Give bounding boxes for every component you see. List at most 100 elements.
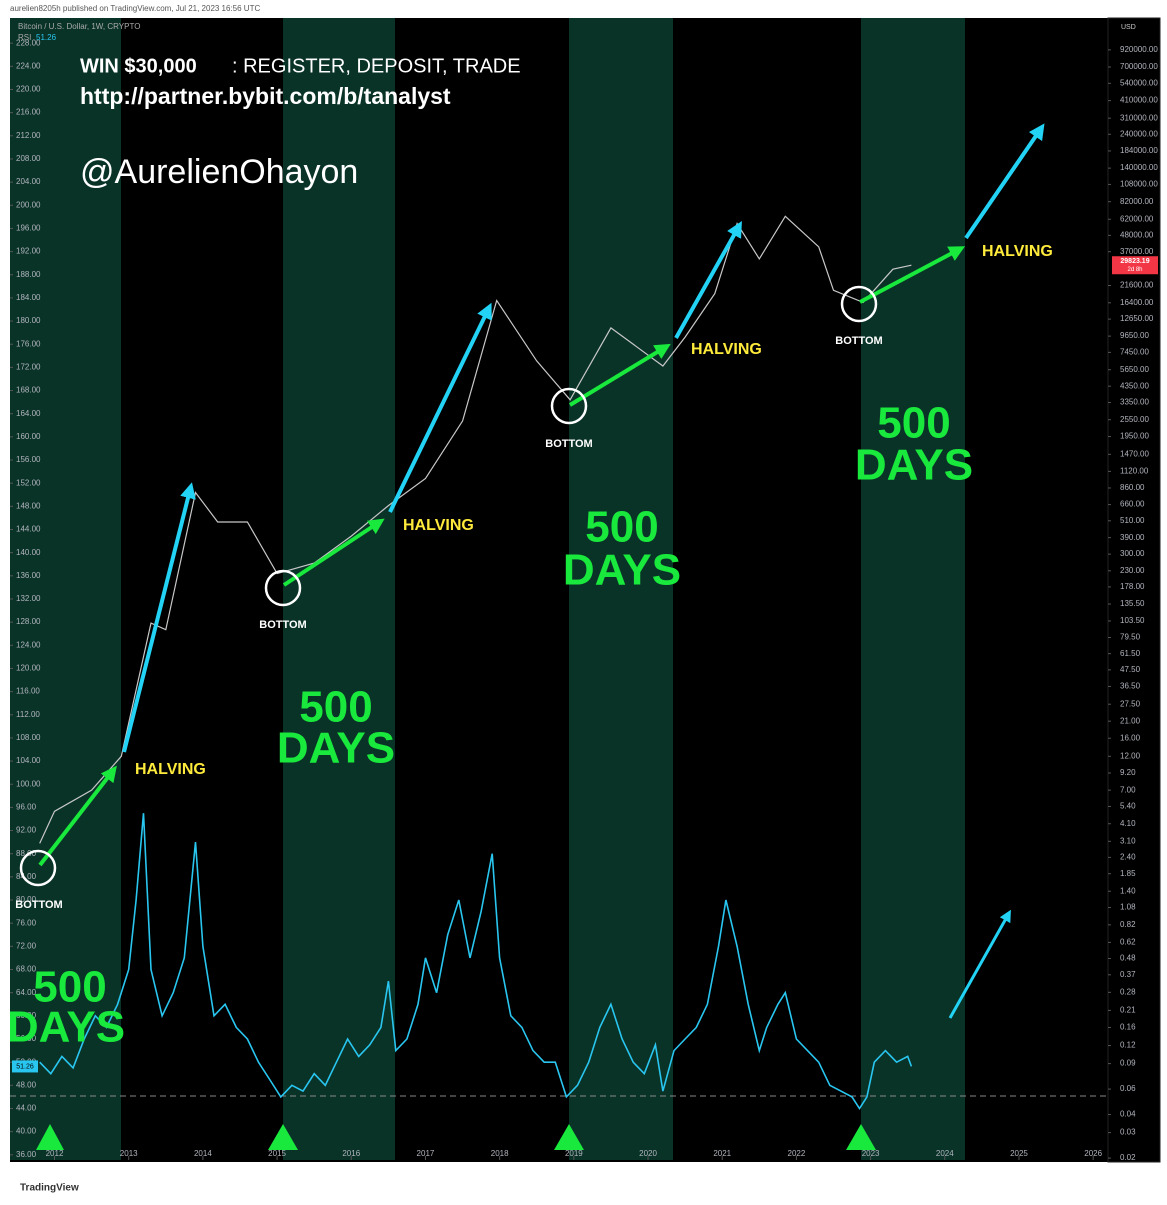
rsi-tag-label: 51.26 [16, 1063, 34, 1070]
x-tick-label: 2021 [713, 1149, 731, 1158]
band [283, 18, 395, 1160]
y2-tick-label: 0.03 [1120, 1128, 1136, 1137]
y-tick-label: 80.00 [16, 895, 37, 904]
y2-tick-label: 1.40 [1120, 886, 1136, 895]
y2-tick-label: 390.00 [1120, 533, 1145, 542]
arrow [282, 518, 385, 587]
rsi-tag [12, 1060, 38, 1073]
y-tick-label: 140.00 [16, 548, 41, 557]
y2-tick-label: 0.04 [1120, 1110, 1136, 1119]
y-tick-label: 152.00 [16, 478, 41, 487]
y2-tick-label: 2550.00 [1120, 415, 1149, 424]
y-tick-label: 188.00 [16, 270, 41, 279]
y2-tick-label: 0.28 [1120, 987, 1136, 996]
y-tick-label: 124.00 [16, 640, 41, 649]
y2-tick-label: 178.00 [1120, 582, 1145, 591]
y2-tick-label: 230.00 [1120, 566, 1145, 575]
y-tick-label: 64.00 [16, 988, 37, 997]
y-tick-label: 96.00 [16, 803, 37, 812]
triangle [268, 1124, 298, 1150]
y2-tick-label: 300.00 [1120, 549, 1145, 558]
y-tick-label: 164.00 [16, 409, 41, 418]
y2-tick-label: 660.00 [1120, 500, 1145, 509]
y2-tick-label: 1.08 [1120, 903, 1136, 912]
y2-tick-label: 0.21 [1120, 1006, 1136, 1015]
indicator-name: RSI [18, 33, 31, 42]
y2-tick-label: 860.00 [1120, 483, 1145, 492]
y2-tick-label: 5650.00 [1120, 365, 1149, 374]
cycle-bands [10, 18, 965, 1160]
y-tick-label: 136.00 [16, 571, 41, 580]
cycle-unit: DAYS [277, 724, 395, 773]
halving-label: HALVING [691, 341, 762, 358]
cycle-number: 500 [585, 503, 658, 552]
y2-tick-label: 0.09 [1120, 1059, 1136, 1068]
arrow [568, 343, 671, 407]
x-tick-label: 2018 [491, 1149, 509, 1158]
y2-tick-label: 540000.00 [1120, 78, 1158, 87]
handle: @AurelienOhayon [80, 153, 358, 191]
y-tick-label: 48.00 [16, 1080, 37, 1089]
halving-label: HALVING [135, 761, 206, 778]
band [10, 18, 121, 1160]
y2-tick-label: 2.40 [1120, 852, 1136, 861]
y2-tick-label: 140000.00 [1120, 163, 1158, 172]
x-tick-label: 2022 [788, 1149, 806, 1158]
y2-tick-label: 0.06 [1120, 1084, 1136, 1093]
arrow [948, 909, 1011, 1019]
halving-label: HALVING [403, 517, 474, 534]
x-tick-label: 2023 [862, 1149, 880, 1158]
promo: WIN $30,000 : REGISTER, DEPOSIT, TRADE h… [80, 55, 521, 191]
bottom-label: BOTTOM [259, 619, 306, 631]
price-axis [1107, 17, 1161, 1163]
y2-tick-label: 4.10 [1120, 819, 1136, 828]
x-tick-label: 2016 [342, 1149, 360, 1158]
price-tag [1112, 256, 1158, 275]
triangle [36, 1124, 64, 1150]
y-tick-label: 160.00 [16, 432, 41, 441]
y-tick-label: 104.00 [16, 756, 41, 765]
x-tick-label: 2019 [565, 1149, 583, 1158]
y2-tick-label: 36.50 [1120, 682, 1141, 691]
x-tick-label: 2013 [120, 1149, 138, 1158]
x-tick-label: 2015 [268, 1149, 286, 1158]
series-line [39, 813, 913, 1110]
y2-tick-label: 12650.00 [1120, 314, 1154, 323]
footer: TradingView [20, 1183, 79, 1194]
arrow [38, 765, 117, 867]
y2-tick-label: 1120.00 [1120, 466, 1149, 475]
y-tick-label: 92.00 [16, 826, 37, 835]
promo-amount: WIN $30,000 [80, 55, 197, 77]
bottom-label: BOTTOM [15, 899, 62, 911]
y-tick-label: 172.00 [16, 362, 41, 371]
cycle-unit: DAYS [563, 546, 681, 595]
y-tick-label: 120.00 [16, 664, 41, 673]
y2-tick-label: 47.50 [1120, 665, 1141, 674]
price-tag-label: 29823.19 [1120, 258, 1149, 265]
y2-tick-label: 920000.00 [1120, 45, 1158, 54]
y-tick-label: 60.00 [16, 1011, 37, 1020]
y2-tick-label: 27.50 [1120, 699, 1141, 708]
y2-tick-label: 700000.00 [1120, 62, 1158, 71]
countdown: 2d 8h [1127, 267, 1142, 273]
y2-tick-label: 184000.00 [1120, 146, 1158, 155]
y2-tick-label: 5.40 [1120, 802, 1136, 811]
x-tick-label: 2017 [417, 1149, 435, 1158]
cycle-number: 500 [299, 683, 372, 732]
y2-tick-label: 48000.00 [1120, 230, 1154, 239]
y-tick-label: 128.00 [16, 617, 41, 626]
y2-tick-label: 7450.00 [1120, 347, 1149, 356]
y2-tick-label: 16400.00 [1120, 298, 1154, 307]
y2-tick-label: 37000.00 [1120, 247, 1154, 256]
y-tick-label: 196.00 [16, 224, 41, 233]
y-tick-label: 76.00 [16, 918, 37, 927]
y-tick-label: 184.00 [16, 293, 41, 302]
y-tick-label: 132.00 [16, 594, 41, 603]
legend: Bitcoin / U.S. Dollar, 1W, CRYPTO RSI 51… [18, 22, 140, 42]
x-tick-label: 2026 [1084, 1149, 1102, 1158]
y-tick-label: 180.00 [16, 316, 41, 325]
y2-tick-label: 0.82 [1120, 920, 1136, 929]
frame-left [0, 18, 10, 1162]
